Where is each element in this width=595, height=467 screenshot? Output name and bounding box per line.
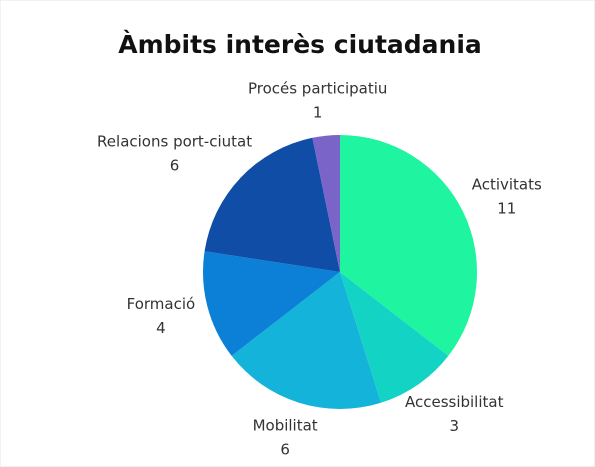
pie-slice	[231, 272, 382, 409]
slice-value: 6	[170, 157, 180, 175]
pie-slice	[340, 272, 449, 403]
slice-value: 3	[449, 417, 459, 435]
slice-label: Formació	[127, 295, 196, 313]
slice-value: 1	[313, 104, 323, 122]
slice-label: Accessibilitat	[405, 393, 504, 411]
pie-slice	[202, 251, 340, 356]
slice-value: 6	[280, 440, 290, 458]
pie-slice	[312, 135, 340, 272]
slice-label: Mobilitat	[253, 416, 318, 434]
slice-label: Relacions port-ciutat	[97, 133, 252, 151]
chart-title: Àmbits interès ciutadania	[118, 30, 482, 59]
pie-slice	[340, 135, 477, 356]
slice-label: Activitats	[472, 175, 542, 193]
slice-label: Procés participatiu	[248, 80, 387, 98]
slice-value: 11	[497, 199, 516, 217]
pie-slice	[204, 137, 340, 272]
slice-value: 4	[156, 319, 166, 337]
